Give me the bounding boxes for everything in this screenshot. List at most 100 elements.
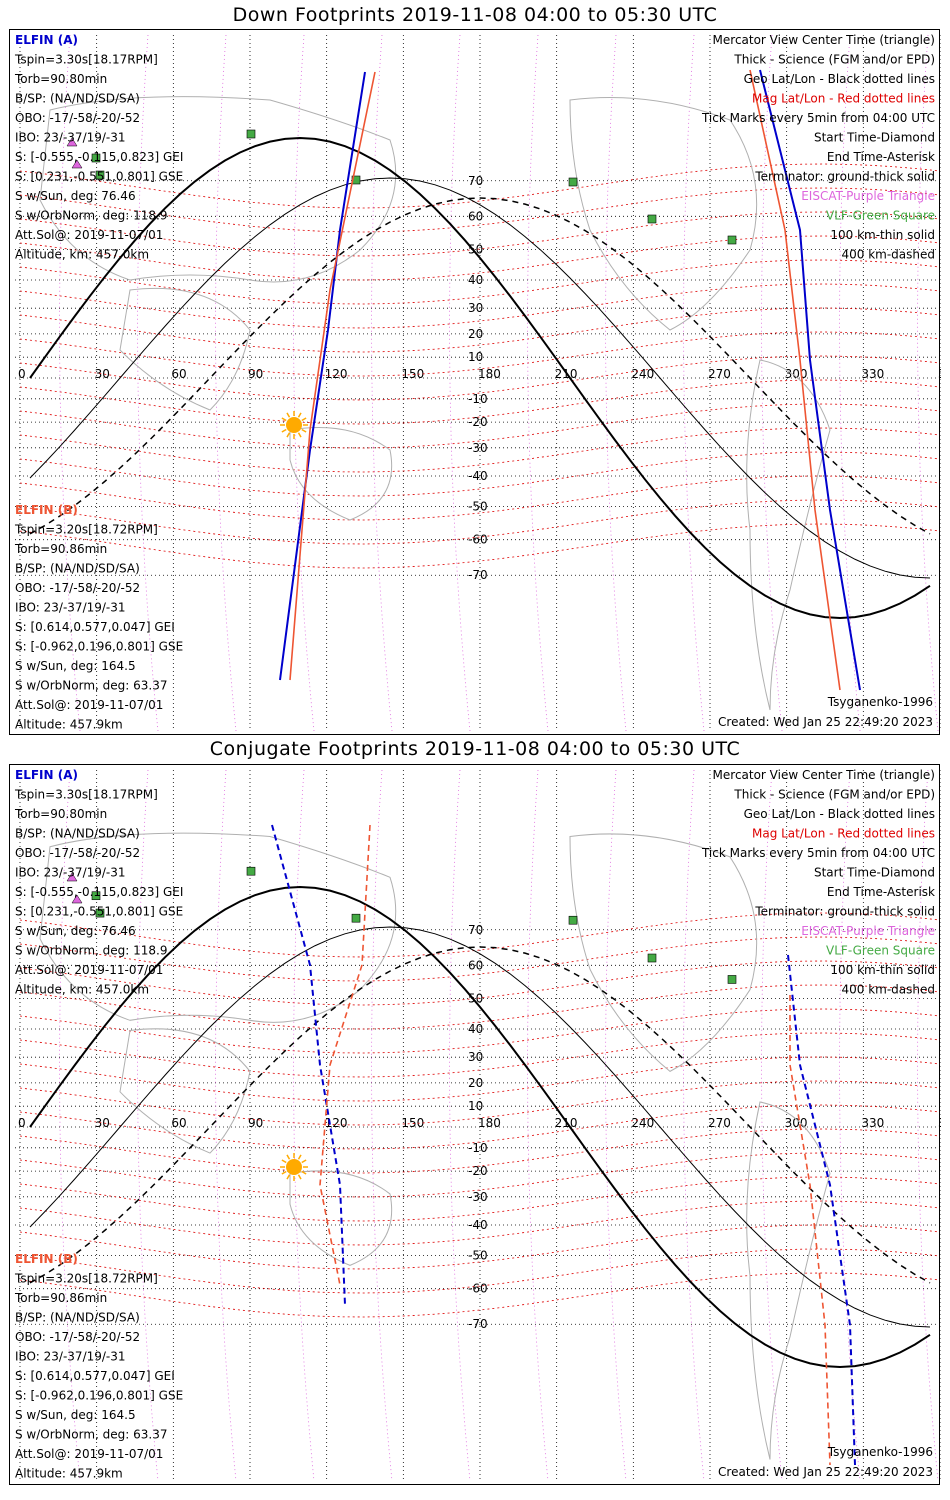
mag-parallel [19, 1080, 941, 1126]
lat-label: -50 [468, 500, 488, 514]
legend-entry: VLF-Green Square [826, 209, 935, 223]
legend-entry: Terminator: ground-thick solid [754, 170, 935, 184]
mag-parallel [19, 960, 941, 1006]
lat-label: -40 [468, 469, 488, 483]
legend-entry: 400 km-dashed [841, 248, 935, 262]
lat-label: -10 [468, 392, 488, 406]
legend-entry: Terminator: ground-thick solid [754, 905, 935, 919]
lon-label: 60 [171, 1116, 186, 1130]
elfin-a-info-line: S: [-0.555,-0.115,0.823] GEI [15, 885, 183, 899]
elfin-a-info-line: S w/OrbNorm, deg: 118.9 [15, 209, 167, 223]
created-timestamp: Created: Wed Jan 25 22:49:20 2023 [718, 715, 933, 729]
legend-entry: Tick Marks every 5min from 04:00 UTC [701, 846, 935, 860]
elfin-b-info-line: Torb=90.86min [14, 542, 107, 556]
elfin-b-info-line: IBO: 23/-37/19/-31 [15, 601, 126, 615]
legend-entry: Mag Lat/Lon - Red dotted lines [752, 827, 935, 841]
land-outline [569, 97, 758, 331]
mag-meridian [683, 34, 705, 732]
vlf-square [91, 153, 101, 163]
vlf-square [246, 129, 256, 139]
mag-meridian [839, 34, 861, 732]
terminator-curve [29, 197, 931, 535]
map-conjugate: 0306090120150180210240270300330360706050… [9, 764, 941, 1485]
eiscat-triangle [66, 872, 78, 882]
lat-label: 40 [468, 273, 483, 287]
elfin-b-info-line: S w/Sun, deg: 164.5 [15, 659, 136, 673]
elfin-a-info-line: Tspin=3.30s[18.17RPM] [14, 788, 158, 802]
mag-parallel [19, 1272, 941, 1318]
vlf-square [95, 908, 105, 918]
lat-label: -50 [468, 1249, 488, 1263]
sun-ray [286, 1174, 291, 1180]
lon-label: 360 [938, 1116, 941, 1130]
eiscat-triangle [71, 894, 83, 904]
lon-label: 150 [401, 1116, 424, 1130]
lat-label: 20 [468, 327, 483, 341]
lon-label: 120 [325, 1116, 348, 1130]
lon-label: 240 [631, 367, 654, 381]
lon-label: 180 [478, 1116, 501, 1130]
mag-parallel [19, 163, 941, 209]
elfin-b-info-line: Altitude: 457.9km [15, 1467, 123, 1481]
mag-parallel [19, 355, 941, 401]
mag-meridian [605, 769, 627, 1482]
elfin-b-info-line: S: [0.614,0.577,0.047] GEI [15, 1369, 175, 1383]
elfin-b-info-line: OBO: -17/-58/-20/-52 [15, 581, 140, 595]
elfin-b-info-line: Att.Sol@: 2019-11-07/01 [15, 1447, 163, 1461]
sun-ray [301, 1170, 307, 1175]
legend-entry: Tick Marks every 5min from 04:00 UTC [701, 111, 935, 125]
legend-entry: Thick - Science (FGM and/or EPD) [733, 788, 935, 802]
mag-meridian [527, 34, 549, 732]
terminator-curve [29, 926, 931, 1328]
mag-parallel [19, 1128, 941, 1174]
elfin-a-info-line: Att.Sol@: 2019-11-07/01 [15, 963, 163, 977]
elfin-a-info-line: Altitude, km: 457.0km [15, 248, 149, 262]
elfin-a-track-2 [787, 954, 856, 1466]
elfin-a-info-line: S w/Sun, deg: 76.46 [15, 189, 136, 203]
legend-entry: 100 km-thin solid [830, 228, 935, 242]
elfin-a-label: ELFIN (A) [15, 33, 78, 47]
elfin-b-info-line: Altitude: 457.9km [15, 718, 123, 732]
lat-label: 60 [468, 958, 483, 972]
elfin-b-info-line: S w/OrbNorm, deg: 63.37 [15, 1428, 167, 1442]
mag-meridian [683, 769, 705, 1482]
mag-parallel [19, 1032, 941, 1078]
elfin-a-info-line: Tspin=3.30s[18.17RPM] [14, 53, 158, 67]
elfin-b-label: ELFIN (B) [15, 1252, 78, 1266]
mag-parallel [19, 984, 941, 1030]
mag-meridian [215, 769, 237, 1482]
mag-meridian [761, 34, 783, 732]
lon-label: 240 [631, 1116, 654, 1130]
lon-label: 30 [95, 1116, 110, 1130]
elfin-b-info-line: OBO: -17/-58/-20/-52 [15, 1330, 140, 1344]
lat-label: -60 [468, 1282, 488, 1296]
mag-meridian [371, 34, 393, 732]
mag-meridian [449, 769, 471, 1482]
mag-parallel [19, 307, 941, 353]
elfin-a-info-line: OBO: -17/-58/-20/-52 [15, 111, 140, 125]
legend-entry: Geo Lat/Lon - Black dotted lines [744, 807, 935, 821]
vlf-square [246, 866, 256, 876]
eiscat-triangle [66, 137, 78, 147]
elfin-b-info-line: Tspin=3.20s[18.72RPM] [14, 523, 158, 537]
lat-label: -10 [468, 1141, 488, 1155]
vlf-square [647, 214, 657, 224]
map-conjugate-svg: 0306090120150180210240270300330360706050… [14, 768, 941, 1482]
mag-parallel [19, 427, 941, 473]
terminator-curve [29, 177, 931, 579]
elfin-a-info-line: Att.Sol@: 2019-11-07/01 [15, 228, 163, 242]
lat-label: 40 [468, 1022, 483, 1036]
sun-icon [286, 417, 302, 433]
elfin-b-info-line: IBO: 23/-37/19/-31 [15, 1350, 126, 1364]
lat-label: 60 [468, 209, 483, 223]
vlf-square [647, 953, 657, 963]
land-outline [569, 833, 758, 1072]
lon-label: 60 [171, 367, 186, 381]
mag-parallel [19, 1248, 941, 1294]
lat-label: 10 [468, 1099, 483, 1113]
lon-label: 360 [938, 367, 941, 381]
vlf-square [727, 235, 737, 245]
lat-label: -60 [468, 533, 488, 547]
sun-ray [286, 412, 291, 418]
terminator-curve [29, 885, 931, 1369]
